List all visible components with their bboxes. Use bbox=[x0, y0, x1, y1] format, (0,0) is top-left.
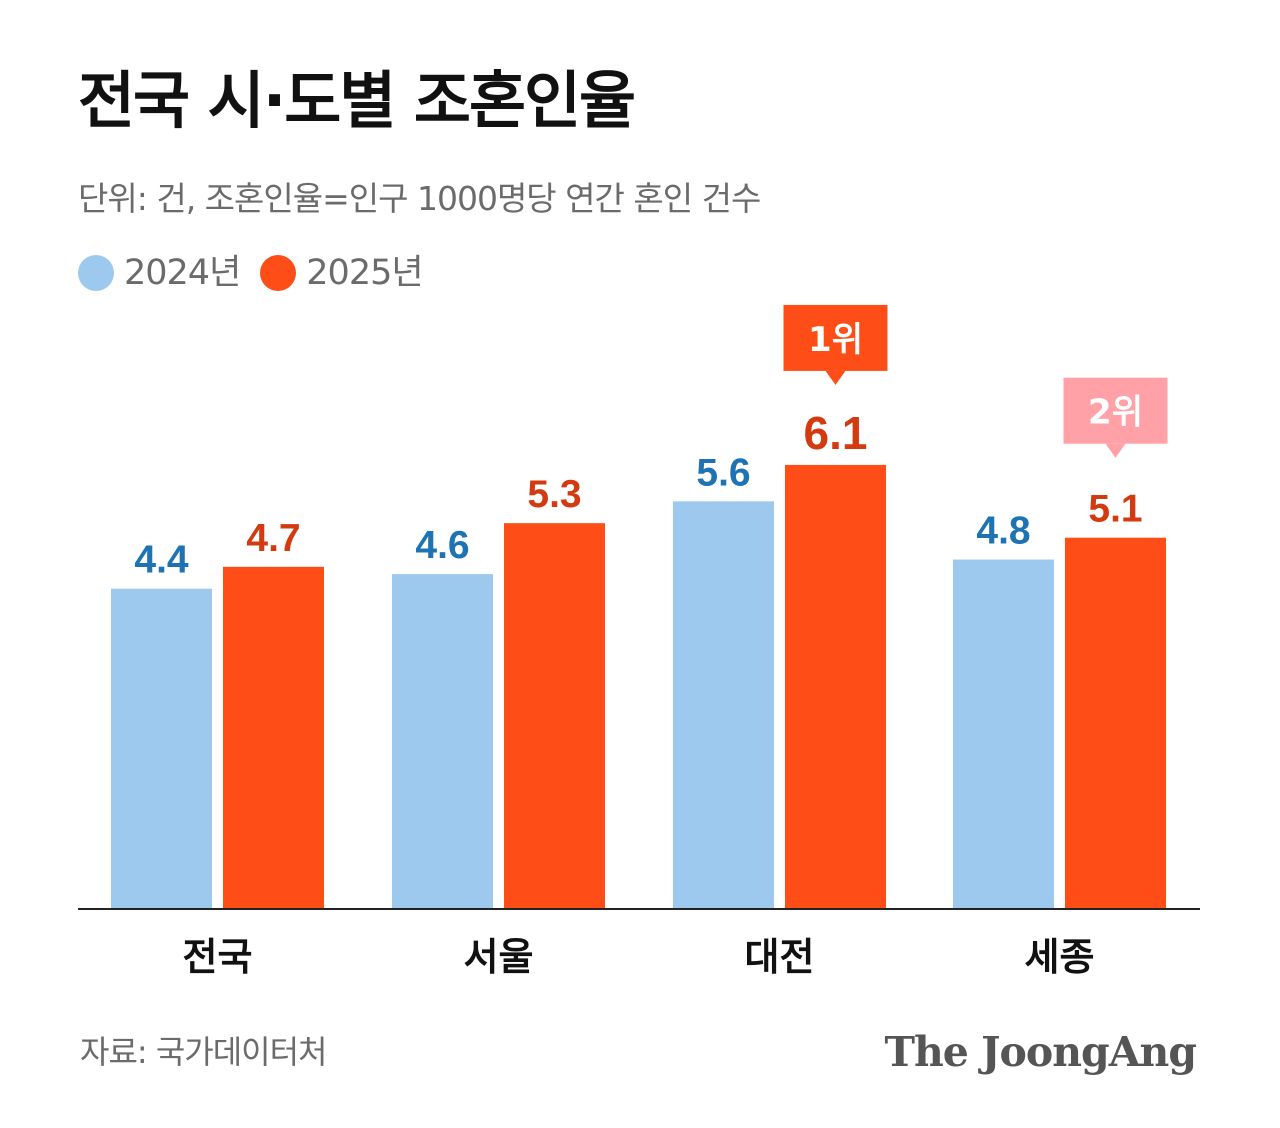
bar-0-3 bbox=[953, 559, 1054, 909]
bar-0-0 bbox=[111, 588, 212, 909]
legend-label-2024: 2024년 bbox=[124, 252, 241, 293]
rank-badge-1 bbox=[1063, 377, 1168, 444]
bar-1-0 bbox=[223, 566, 324, 909]
data-label-0-0: 4.4 bbox=[134, 539, 189, 582]
category-label-0: 전국 bbox=[183, 935, 253, 979]
data-label-1-2: 6.1 bbox=[804, 407, 868, 459]
data-label-1-3: 5.1 bbox=[1088, 488, 1142, 531]
bar-0-2 bbox=[673, 501, 774, 909]
chart-title: 전국 시·도별 조혼인율 bbox=[78, 64, 636, 137]
data-label-0-3: 4.8 bbox=[976, 510, 1030, 553]
bar-1-3 bbox=[1065, 537, 1166, 909]
rank-badge-label-1: 2위 bbox=[1088, 393, 1143, 433]
legend-item-2025: 2025년 bbox=[260, 252, 424, 293]
bar-1-1 bbox=[504, 523, 605, 909]
bar-1-2 bbox=[785, 464, 886, 909]
rank-badge-pointer-1 bbox=[1105, 443, 1126, 458]
legend-item-2024: 2024년 bbox=[78, 252, 241, 293]
rank-badge-pointer-0 bbox=[825, 370, 846, 385]
rank-badge-0 bbox=[783, 304, 888, 371]
brand-logo: The JoongAng bbox=[884, 1028, 1197, 1076]
chart-subtitle: 단위: 건, 조혼인율=인구 1000명당 연간 혼인 건수 bbox=[78, 179, 761, 218]
bar-0-1 bbox=[392, 574, 493, 909]
source-note: 자료: 국가데이터처 bbox=[80, 1033, 327, 1071]
data-label-0-1: 4.6 bbox=[415, 524, 469, 567]
legend-dot-2025 bbox=[260, 255, 297, 291]
category-label-1: 서울 bbox=[464, 935, 534, 979]
data-label-0-2: 5.6 bbox=[696, 451, 750, 494]
data-label-1-1: 5.3 bbox=[527, 473, 581, 516]
rank-badge-label-0: 1위 bbox=[808, 320, 863, 360]
data-label-1-0: 4.7 bbox=[246, 517, 300, 560]
legend: 2024년 2025년 bbox=[78, 255, 443, 291]
legend-dot-2024 bbox=[78, 255, 114, 291]
category-label-2: 대전 bbox=[745, 935, 815, 979]
legend-label-2025: 2025년 bbox=[306, 252, 423, 293]
category-label-3: 세종 bbox=[1025, 935, 1095, 979]
